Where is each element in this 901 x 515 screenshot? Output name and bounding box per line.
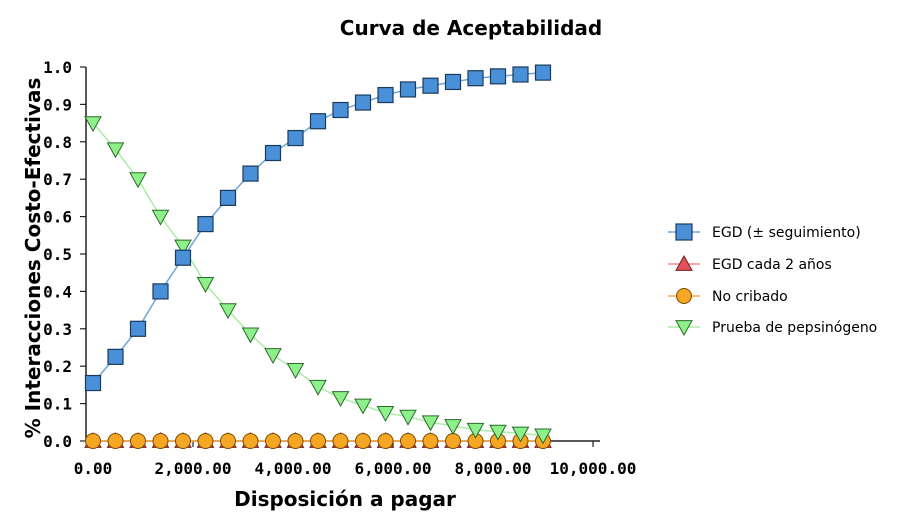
legend-marker (676, 288, 692, 304)
y-tick-label: 1.0 (43, 58, 72, 77)
data-point (130, 433, 146, 449)
x-axis-title: Disposición a pagar (234, 487, 456, 511)
data-point (265, 433, 281, 449)
y-tick-label: 0.0 (43, 432, 72, 451)
data-point (287, 433, 304, 449)
data-point (264, 144, 282, 162)
data-point (511, 426, 530, 443)
x-tick-label: 10,000.00 (550, 459, 637, 478)
data-point (152, 433, 169, 449)
y-tick-label: 0.7 (43, 170, 72, 189)
data-point (444, 419, 462, 436)
data-point (197, 215, 214, 233)
legend-marker (675, 254, 693, 271)
data-point (151, 209, 170, 226)
data-point (152, 283, 169, 300)
legend-marker (675, 320, 693, 337)
legend-label: No cribado (712, 289, 788, 305)
data-point (220, 433, 236, 449)
data-point (219, 189, 237, 206)
data-point (174, 249, 192, 266)
data-point (241, 327, 260, 344)
data-point (310, 433, 326, 449)
data-point (467, 70, 484, 87)
y-tick-label: 0.8 (43, 133, 72, 152)
data-point (107, 348, 124, 365)
legend-marker (675, 223, 693, 241)
data-point (534, 64, 552, 81)
data-point (377, 86, 394, 104)
series-layer (84, 64, 552, 449)
axis-ticks: 0.0 0.1 0.2 0.3 0.4 0.5 0.6 0.7 0.8 0.9 1.0 0.00 2,0… (43, 58, 636, 478)
data-point (219, 303, 237, 320)
data-point (196, 277, 215, 293)
y-tick-label: 0.5 (43, 245, 72, 264)
data-point (107, 433, 124, 449)
data-point (422, 433, 439, 449)
legend: EGD (± seguimiento) EGD cada 2 años No cri… (668, 223, 877, 337)
y-axis-title: % Interacciones Costo-Efectivas (21, 78, 45, 439)
chart-title: Curva de Aceptabilidad (340, 16, 602, 40)
x-tick-label: 2,000.00 (154, 459, 231, 478)
data-point (422, 77, 439, 94)
data-point (106, 142, 125, 159)
data-point (286, 363, 305, 379)
data-point (175, 433, 191, 449)
data-point (400, 433, 416, 449)
data-point (174, 239, 192, 256)
legend-label: EGD cada 2 años (712, 257, 832, 273)
legend-label: Prueba de pepsinógeno (712, 320, 877, 336)
data-point (512, 66, 529, 83)
data-point (445, 433, 461, 449)
data-point (242, 433, 259, 449)
y-tick-label: 0.3 (43, 320, 72, 339)
data-point (399, 409, 417, 426)
data-point (376, 406, 395, 422)
data-point (331, 391, 350, 408)
data-point (332, 433, 349, 449)
data-point (355, 433, 371, 449)
data-point (466, 422, 485, 439)
y-tick-label: 0.2 (43, 357, 72, 376)
data-point (309, 379, 327, 396)
data-point (332, 101, 349, 119)
data-point (444, 73, 462, 91)
data-point (129, 172, 147, 189)
x-tick-label: 6,000.00 (354, 459, 431, 478)
data-point (489, 68, 507, 85)
data-point (399, 81, 417, 98)
data-point (129, 320, 147, 337)
legend-label: EGD (± seguimiento) (712, 225, 861, 241)
data-point (84, 374, 102, 392)
data-point (197, 433, 214, 449)
y-tick-label: 0.4 (43, 282, 72, 301)
data-point (287, 129, 304, 147)
data-point (534, 428, 552, 445)
data-point (264, 348, 282, 365)
data-point (489, 424, 507, 441)
data-point (354, 94, 372, 111)
y-tick-label: 0.9 (43, 95, 72, 114)
data-point (309, 113, 327, 130)
data-point (421, 415, 440, 432)
data-point (85, 433, 101, 449)
y-tick-label: 0.6 (43, 208, 72, 227)
y-tick-label: 0.1 (43, 395, 72, 414)
data-point (354, 398, 372, 415)
data-point (377, 433, 394, 449)
x-tick-label: 4,000.00 (254, 459, 331, 478)
x-tick-label: 8,000.00 (454, 459, 531, 478)
data-point (242, 165, 259, 182)
data-point (84, 116, 102, 133)
x-tick-label: 0.00 (74, 459, 113, 478)
